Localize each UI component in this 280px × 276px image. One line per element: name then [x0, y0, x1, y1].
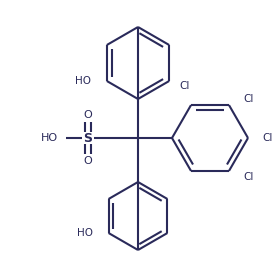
Text: O: O: [84, 110, 92, 120]
Text: S: S: [83, 131, 92, 145]
Text: Cl: Cl: [243, 94, 253, 104]
Text: O: O: [84, 156, 92, 166]
Text: Cl: Cl: [262, 133, 272, 143]
Text: HO: HO: [75, 76, 91, 86]
Text: HO: HO: [76, 228, 93, 238]
Text: HO: HO: [41, 133, 58, 143]
Text: Cl: Cl: [243, 172, 253, 182]
Text: Cl: Cl: [179, 81, 190, 91]
